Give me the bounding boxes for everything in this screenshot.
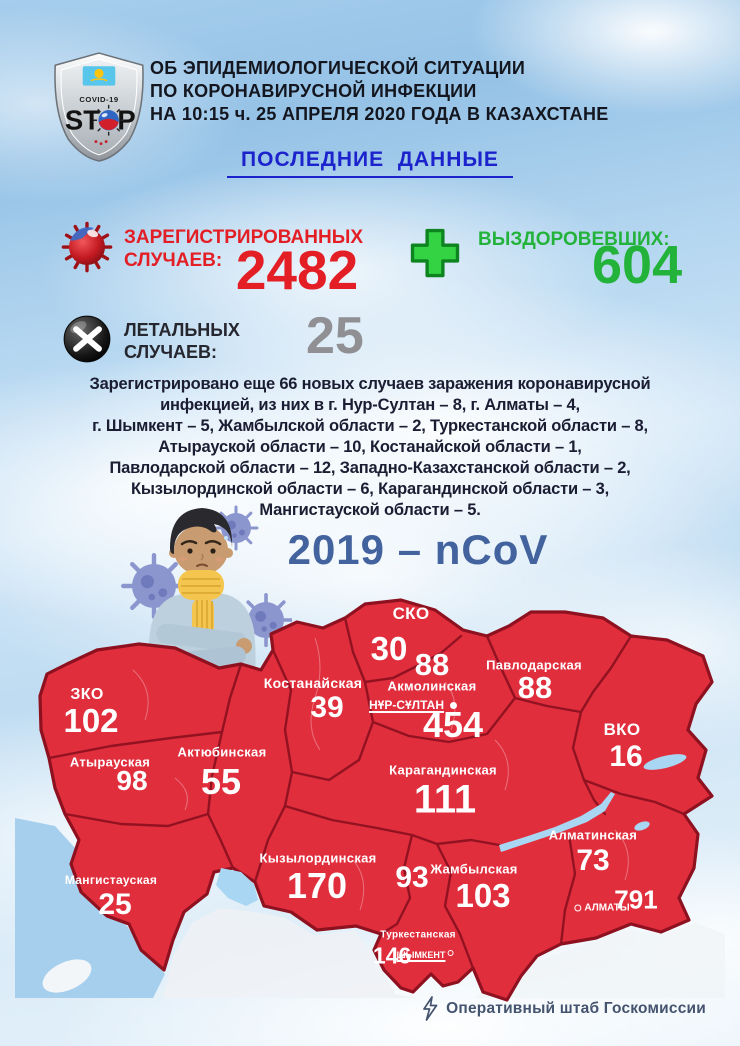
news-line: г. Шымкент – 5, Жамбылской области – 2, … — [92, 417, 648, 435]
map-borders — [47, 616, 686, 970]
news-line: Зарегистрировано еще 66 новых случаев за… — [89, 375, 651, 393]
lake-balkhash — [499, 792, 615, 852]
ncov-label: 2019 – nCoV — [287, 526, 549, 573]
news-line: Атырауской области – 10, Костанайской об… — [158, 438, 582, 456]
news-line: Мангистауской области – 5. — [259, 501, 481, 519]
title-line-3: НА 10:15 ч. 25 АПРЕЛЯ 2020 ГОДА В КАЗАХС… — [150, 104, 609, 124]
news-line: Кызылординской области – 6, Карагандинск… — [130, 480, 610, 498]
recovered-label: ВЫЗДОРОВЕВШИХ: — [478, 229, 670, 250]
lake-zaysan — [643, 754, 687, 770]
plus-icon — [408, 226, 462, 280]
kazakhstan-map: СКО 30 Акмолинская 88 Павлодарская 88 Костанай… — [15, 578, 725, 1008]
registered-value: 2482 — [235, 239, 359, 301]
virus-icon — [60, 220, 114, 274]
kazakhstan-flag-icon — [82, 66, 116, 86]
news-line: инфекцией, из них в г. Нур-Султан – 8, г… — [160, 396, 580, 414]
subtitle-wrap: ПОСЛЕДНИЕ ДАННЫЕ — [0, 148, 740, 178]
skull-crossbones-icon — [62, 314, 112, 364]
country-shape — [38, 598, 714, 1002]
footer: Оперативный штаб Госкомиссии — [422, 996, 706, 1022]
deaths-value: 25 — [306, 307, 364, 365]
aral-sea — [216, 868, 258, 906]
virus-globe-icon — [93, 104, 125, 136]
logo-covid-label: COVID-19 — [79, 95, 118, 104]
title-line-2: ПО КОРОНАВИРУСНОЙ ИНФЕКЦИИ — [150, 81, 477, 101]
page-title: ОБ ЭПИДЕМИОЛОГИЧЕСКОЙ СИТУАЦИИ ПО КОРОНА… — [150, 57, 670, 126]
registered-label: ЗАРЕГИСТРИРОВАННЫХ СЛУЧАЕВ: — [124, 227, 363, 272]
covid-stop-shield-logo: COVID-19 ST P — [46, 50, 152, 164]
news-line: Павлодарской области – 12, Западно-Казах… — [109, 459, 631, 477]
caspian-sea — [15, 818, 165, 998]
latest-data-heading: ПОСЛЕДНИЕ ДАННЫЕ — [227, 148, 513, 178]
deaths-label: ЛЕТАЛЬНЫХ СЛУЧАЕВ: — [124, 320, 240, 362]
logo-stop-right: P — [117, 104, 135, 135]
recovered-value: 604 — [592, 235, 683, 295]
lightning-icon — [423, 996, 438, 1021]
footer-label: Оперативный штаб Госкомиссии — [446, 1000, 706, 1017]
title-line-1: ОБ ЭПИДЕМИОЛОГИЧЕСКОЙ СИТУАЦИИ — [150, 58, 526, 78]
news-text: Зарегистрировано еще 66 новых случаев за… — [30, 374, 710, 521]
